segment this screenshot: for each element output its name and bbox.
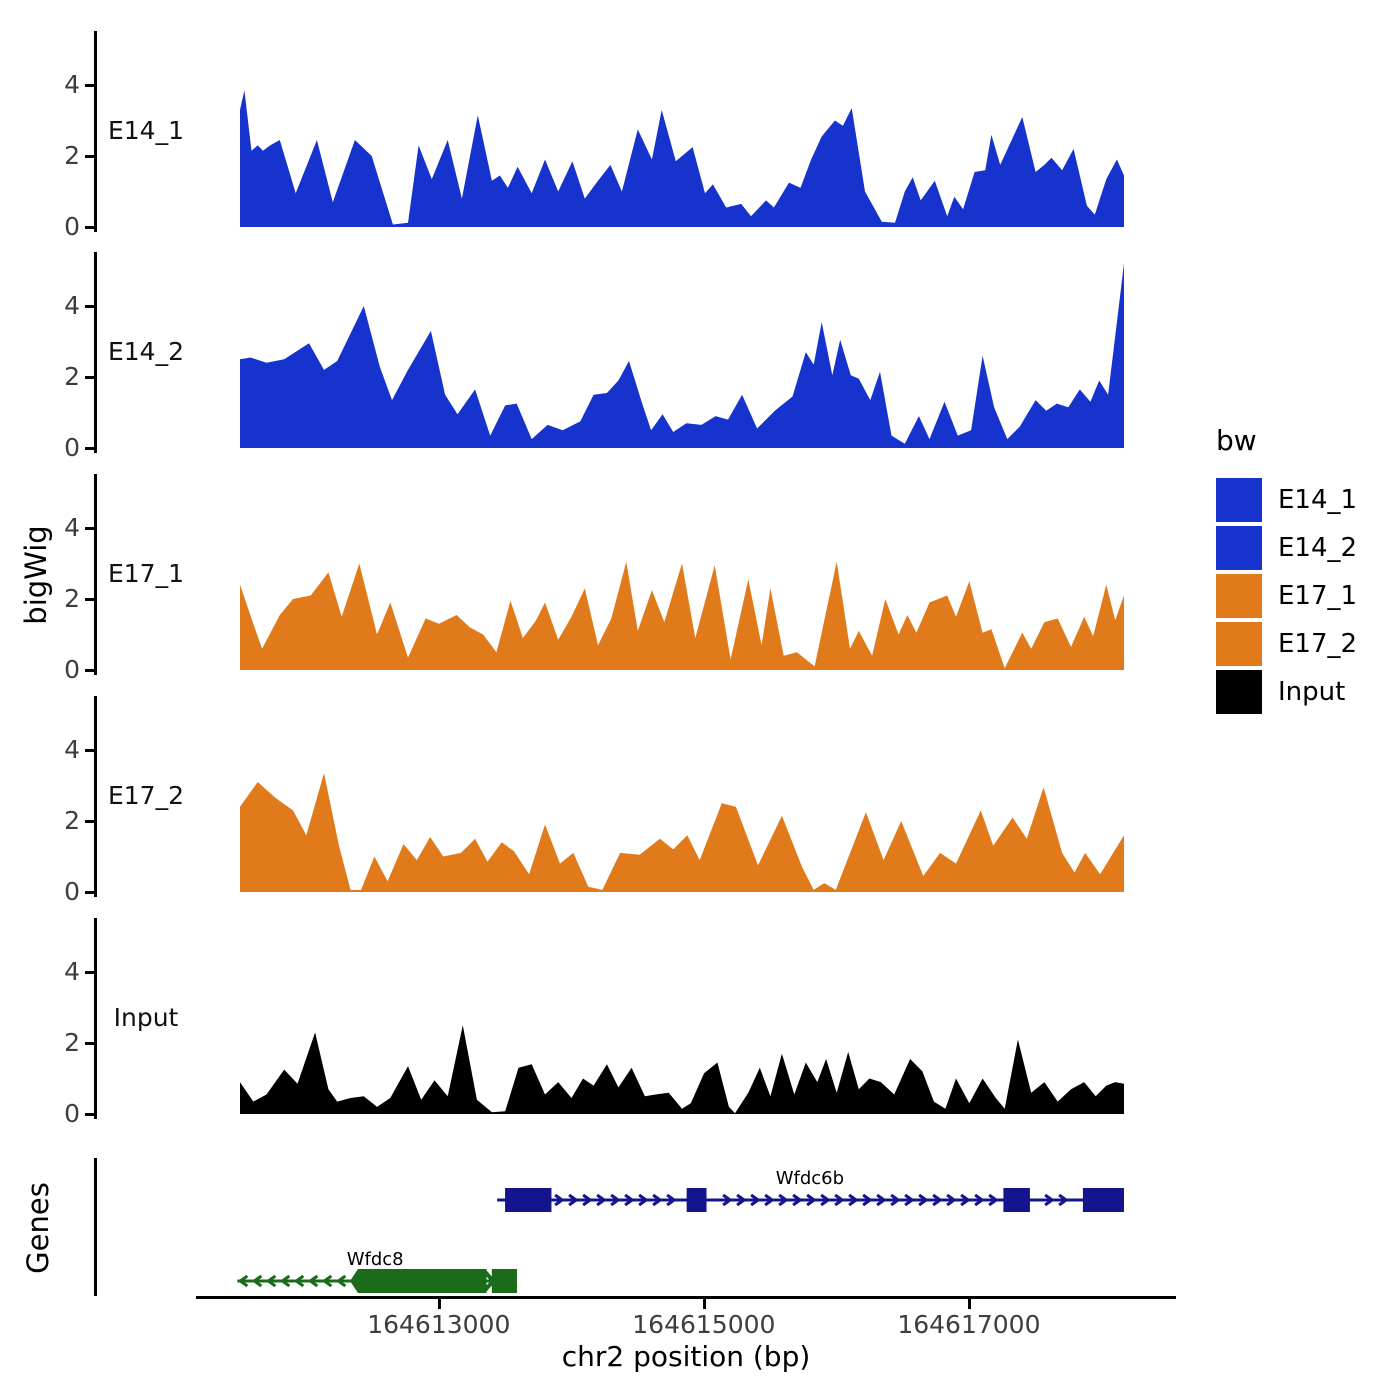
y-tick-mark [85, 1042, 94, 1045]
signal-area-Input [240, 1025, 1124, 1114]
signal-area-E17_1 [240, 561, 1124, 670]
track-y-axis-line [94, 474, 97, 675]
legend-swatch [1216, 622, 1262, 666]
y-tick-label: 2 [64, 362, 80, 391]
y-tick-label: 4 [64, 513, 80, 542]
legend-swatch [1216, 478, 1262, 522]
track-y-axis-line [94, 31, 97, 232]
gene-label: Wfdc6b [776, 1168, 844, 1189]
legend-swatch [1216, 526, 1262, 570]
y-tick-label: 4 [64, 70, 80, 99]
y-tick-mark [85, 820, 94, 823]
legend-label: E17_2 [1278, 629, 1358, 659]
y-tick-mark [85, 891, 94, 894]
y-tick-label: 2 [64, 141, 80, 170]
x-axis-line [196, 1296, 1176, 1299]
gene-label: Wfdc8 [347, 1249, 404, 1270]
y-tick-mark [85, 669, 94, 672]
legend-item-E17_1: E17_1 [1216, 574, 1396, 618]
signal-area-E14_1 [240, 90, 1124, 227]
legend-item-E17_2: E17_2 [1216, 622, 1396, 666]
x-tick-label: 164617000 [897, 1310, 1041, 1339]
genes-svg: Wfdc6b Wfdc8 [237, 1168, 1124, 1293]
track-y-axis-line [94, 252, 97, 453]
legend-label: Input [1278, 677, 1346, 707]
y-tick-mark [85, 749, 94, 752]
x-tick-mark [967, 1299, 971, 1309]
track-y-axis-line [94, 918, 97, 1119]
y-tick-label: 4 [64, 957, 80, 986]
y-tick-mark [85, 447, 94, 450]
y-tick-label: 2 [64, 1028, 80, 1057]
legend-swatch [1216, 574, 1262, 618]
legend-title: bw [1216, 424, 1257, 457]
legend-item-E14_1: E14_1 [1216, 478, 1396, 522]
legend-label: E14_1 [1278, 485, 1358, 515]
y-tick-mark [85, 226, 94, 229]
y-tick-label: 0 [64, 433, 80, 462]
signal-area-E14_2 [240, 263, 1124, 448]
y-tick-label: 2 [64, 584, 80, 613]
y-tick-mark [85, 971, 94, 974]
y-tick-label: 0 [64, 1099, 80, 1128]
gene-model-Wfdc6b: Wfdc6b [497, 1168, 1124, 1212]
legend-swatch [1216, 670, 1262, 714]
track-label: E14_2 [107, 337, 184, 366]
y-tick-label: 4 [64, 291, 80, 320]
y-tick-label: 0 [64, 655, 80, 684]
y-tick-label: 0 [64, 212, 80, 241]
y-tick-mark [85, 527, 94, 530]
y-tick-mark [85, 376, 94, 379]
x-tick-mark [702, 1299, 706, 1309]
track-label: Input [113, 1003, 179, 1032]
track-y-axis-line [94, 696, 97, 897]
track-label: E17_2 [107, 781, 184, 810]
legend-item-E14_2: E14_2 [1216, 526, 1396, 570]
x-tick-label: 164613000 [367, 1310, 511, 1339]
y-tick-mark [85, 155, 94, 158]
legend-label: E17_1 [1278, 581, 1358, 611]
y-tick-mark [85, 1113, 94, 1116]
legend-label: E14_2 [1278, 533, 1358, 563]
x-tick-mark [437, 1299, 441, 1309]
track-label: E17_1 [107, 559, 184, 588]
signal-area-E17_2 [240, 773, 1124, 892]
y-tick-label: 2 [64, 806, 80, 835]
x-tick-label: 164615000 [632, 1310, 776, 1339]
y-tick-label: 0 [64, 877, 80, 906]
genes-y-axis-line [94, 1158, 97, 1296]
legend-item-Input: Input [1216, 670, 1396, 714]
track-label: E14_1 [107, 116, 184, 145]
gene-model-Wfdc8: Wfdc8 [237, 1249, 517, 1293]
y-tick-mark [85, 598, 94, 601]
x-axis-title: chr2 position (bp) [561, 1340, 811, 1373]
y-tick-mark [85, 305, 94, 308]
y-tick-label: 4 [64, 735, 80, 764]
y-tick-mark [85, 84, 94, 87]
